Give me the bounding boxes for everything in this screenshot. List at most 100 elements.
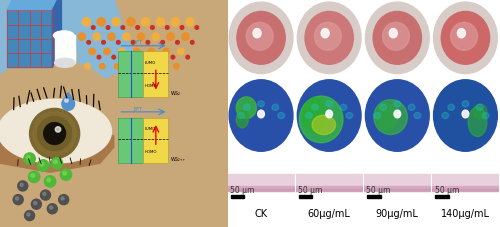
Bar <box>367 195 380 198</box>
Ellipse shape <box>229 3 293 74</box>
Polygon shape <box>0 68 114 136</box>
Ellipse shape <box>278 113 284 119</box>
Circle shape <box>54 160 58 164</box>
Bar <box>432 174 499 192</box>
Circle shape <box>186 56 190 60</box>
Ellipse shape <box>238 113 244 119</box>
Ellipse shape <box>394 101 400 108</box>
Bar <box>364 186 431 190</box>
Text: 140μg/mL: 140μg/mL <box>441 208 490 218</box>
Circle shape <box>180 27 184 30</box>
Circle shape <box>63 172 66 175</box>
Circle shape <box>18 181 28 191</box>
Circle shape <box>40 190 50 200</box>
Ellipse shape <box>0 100 112 163</box>
Circle shape <box>167 34 174 41</box>
Bar <box>296 186 363 190</box>
Polygon shape <box>7 0 62 11</box>
Ellipse shape <box>237 12 285 65</box>
Circle shape <box>64 99 68 103</box>
Circle shape <box>150 27 154 30</box>
Circle shape <box>40 163 43 166</box>
Circle shape <box>82 19 90 27</box>
Circle shape <box>97 19 106 27</box>
Circle shape <box>163 49 170 55</box>
Circle shape <box>178 49 184 55</box>
Circle shape <box>93 34 100 41</box>
Ellipse shape <box>482 113 489 119</box>
Circle shape <box>43 192 46 196</box>
Circle shape <box>51 158 62 169</box>
Text: HOMO: HOMO <box>144 83 157 87</box>
Text: CK: CK <box>254 208 268 218</box>
Circle shape <box>138 34 144 41</box>
Ellipse shape <box>434 80 498 152</box>
Bar <box>228 174 294 192</box>
Circle shape <box>34 202 37 205</box>
Circle shape <box>44 123 66 145</box>
Ellipse shape <box>312 116 336 135</box>
Circle shape <box>134 49 140 55</box>
Bar <box>432 189 499 191</box>
Text: 50 μm: 50 μm <box>298 185 322 195</box>
Ellipse shape <box>300 97 343 143</box>
Circle shape <box>132 41 135 45</box>
Circle shape <box>31 174 34 178</box>
Ellipse shape <box>229 80 293 152</box>
Ellipse shape <box>434 3 498 74</box>
Ellipse shape <box>476 105 483 111</box>
Ellipse shape <box>346 113 352 119</box>
Ellipse shape <box>408 105 415 111</box>
Circle shape <box>58 195 68 205</box>
Bar <box>296 174 363 192</box>
Circle shape <box>89 49 96 55</box>
Circle shape <box>458 29 466 39</box>
Circle shape <box>142 56 145 60</box>
Text: EFT: EFT <box>134 106 142 111</box>
Text: 90μg/mL: 90μg/mL <box>376 208 419 218</box>
Bar <box>296 189 363 191</box>
Circle shape <box>176 41 180 45</box>
Bar <box>299 195 312 198</box>
Bar <box>54 36 75 64</box>
Circle shape <box>27 213 30 216</box>
Text: LUMO: LUMO <box>144 61 156 64</box>
Circle shape <box>38 160 49 171</box>
Circle shape <box>26 156 30 159</box>
Circle shape <box>121 27 124 30</box>
Circle shape <box>44 176 56 187</box>
Circle shape <box>92 27 95 30</box>
Circle shape <box>50 206 53 209</box>
Ellipse shape <box>54 32 74 41</box>
Circle shape <box>104 49 110 55</box>
Circle shape <box>126 56 130 60</box>
Bar <box>144 52 169 98</box>
Ellipse shape <box>450 23 477 51</box>
Ellipse shape <box>377 104 398 131</box>
Ellipse shape <box>312 105 318 111</box>
Bar <box>296 155 363 185</box>
Circle shape <box>146 41 150 45</box>
Circle shape <box>171 19 179 27</box>
Text: WS₂₊₊: WS₂₊₊ <box>170 156 186 161</box>
Circle shape <box>126 19 135 27</box>
Circle shape <box>61 197 64 200</box>
Circle shape <box>171 56 174 60</box>
Ellipse shape <box>306 113 312 119</box>
Circle shape <box>56 127 60 133</box>
Ellipse shape <box>236 111 248 128</box>
Circle shape <box>87 41 90 45</box>
Circle shape <box>253 29 261 39</box>
Circle shape <box>152 34 160 41</box>
Bar <box>118 52 144 98</box>
Circle shape <box>390 29 398 39</box>
Circle shape <box>114 64 120 70</box>
Circle shape <box>190 41 194 45</box>
Circle shape <box>129 64 134 70</box>
Circle shape <box>20 183 23 187</box>
Polygon shape <box>7 11 52 68</box>
Circle shape <box>174 64 179 70</box>
Circle shape <box>462 111 469 118</box>
Circle shape <box>24 211 34 221</box>
Circle shape <box>156 19 164 27</box>
